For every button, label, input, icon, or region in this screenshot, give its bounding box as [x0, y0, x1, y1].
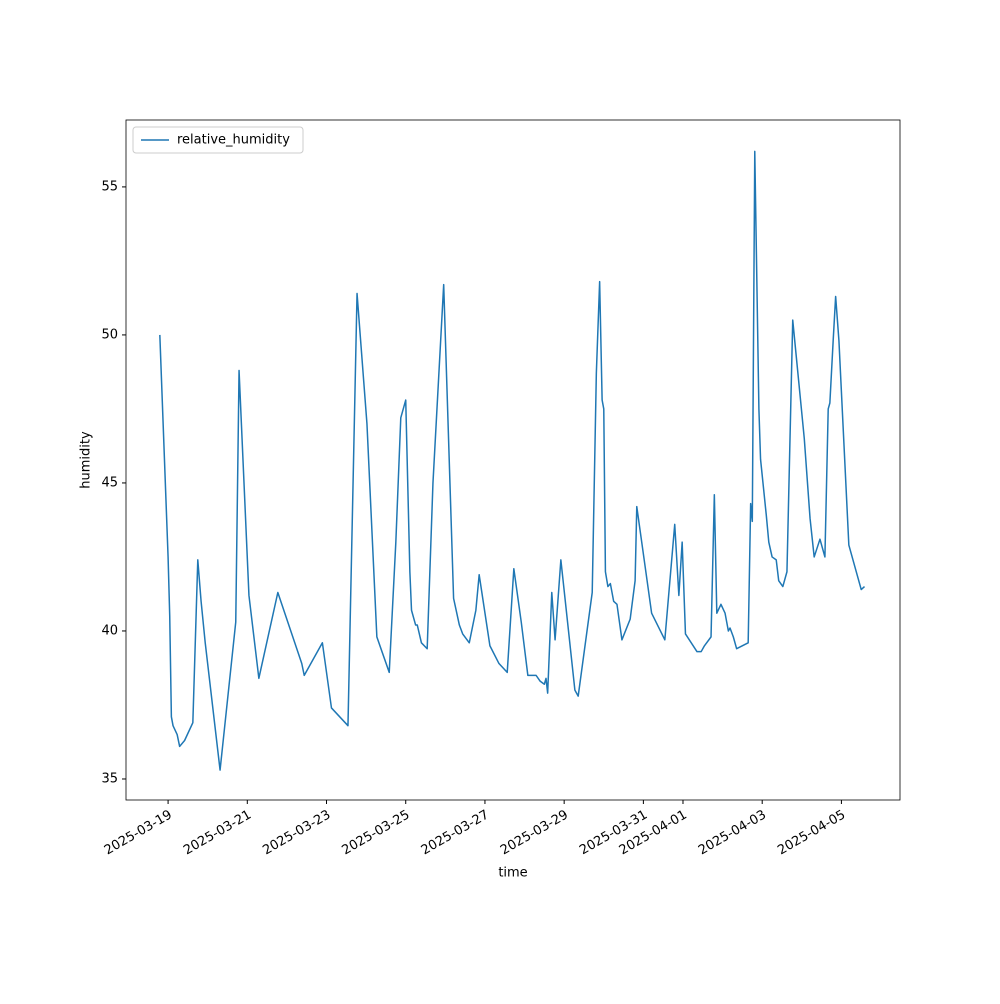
- y-tick-label: 45: [101, 475, 118, 490]
- x-axis-label: time: [498, 866, 527, 881]
- axes-frame: [125, 119, 901, 801]
- y-tick-label: 40: [101, 623, 118, 638]
- x-tick-label: 2025-03-21: [181, 808, 254, 859]
- y-tick-label: 55: [101, 179, 118, 194]
- x-tick-label: 2025-03-25: [340, 808, 413, 859]
- x-tick-label: 2025-03-29: [498, 808, 571, 859]
- x-tick-label: 2025-04-05: [775, 808, 848, 859]
- y-tick-label: 35: [101, 771, 118, 786]
- legend-label: relative_humidity: [177, 133, 290, 148]
- x-tick-label: 2025-03-19: [102, 808, 175, 859]
- legend-box: [132, 126, 304, 154]
- x-tick-label: 2025-03-27: [419, 808, 492, 859]
- y-tick-label: 50: [101, 327, 118, 342]
- x-tick-label: 2025-04-03: [696, 808, 769, 859]
- y-axis-label: humidity: [79, 431, 94, 489]
- data-line: [159, 150, 866, 771]
- x-tick-label: 2025-03-23: [260, 808, 333, 859]
